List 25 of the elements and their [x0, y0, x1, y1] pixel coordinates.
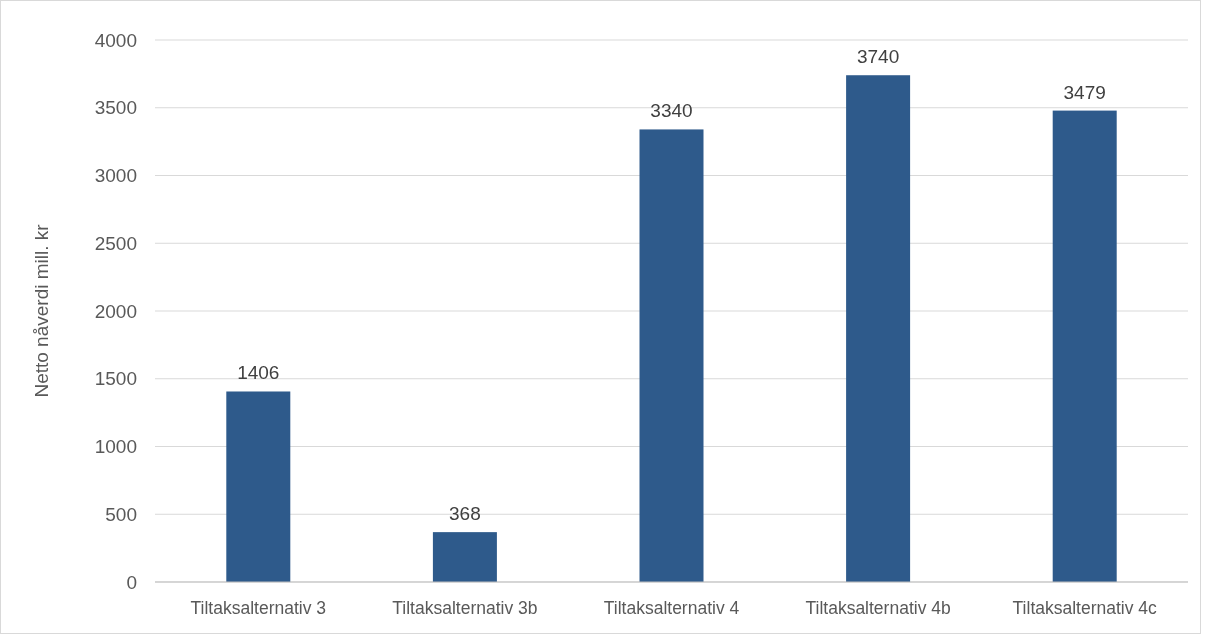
y-axis-title: Netto nåverdi mill. kr — [31, 223, 52, 398]
bar — [226, 391, 291, 582]
bar — [432, 532, 497, 582]
y-tick-label: 3000 — [94, 165, 137, 187]
y-tick-label: 500 — [105, 503, 137, 525]
data-label: 3740 — [856, 46, 900, 68]
x-tick-label: Tiltaksalternativ 4c — [1012, 598, 1158, 618]
x-tick-label: Tiltaksalternativ 3 — [190, 598, 327, 618]
y-tick-label: 0 — [126, 571, 137, 593]
y-tick-label: 1500 — [94, 368, 137, 390]
y-tick-label: 2500 — [94, 232, 137, 254]
y-tick-label: 4000 — [94, 29, 137, 51]
data-label: 3479 — [1063, 81, 1106, 103]
bar — [846, 75, 911, 582]
y-tick-label: 3500 — [94, 97, 137, 119]
x-tick-label: Tiltaksalternativ 3b — [392, 598, 538, 618]
y-tick-label: 1000 — [94, 436, 137, 458]
bar — [1052, 110, 1117, 582]
data-label: 1406 — [237, 362, 280, 384]
y-tick-label: 2000 — [94, 300, 137, 322]
x-tick-label: Tiltaksalternativ 4 — [603, 598, 740, 618]
bar — [639, 129, 704, 582]
data-label: 3340 — [650, 100, 693, 122]
data-label: 368 — [449, 503, 481, 525]
x-tick-label: Tiltaksalternativ 4b — [805, 598, 951, 618]
